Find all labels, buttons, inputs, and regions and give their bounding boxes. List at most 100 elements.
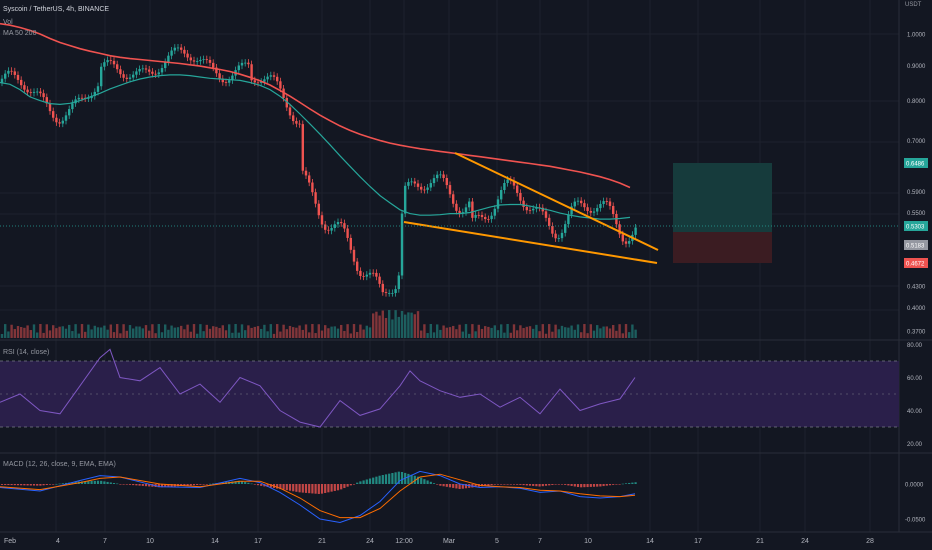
time-axis[interactable]: Feb 4 7 10 14 17 21 24 12:00 Mar 5 7 10 14 17 21 24 28 (4, 538, 874, 545)
macd-hist-bar (240, 481, 244, 484)
price-labels: 0.6486 0.5303 0.5183 0.4672 (904, 158, 928, 268)
volume-bar (311, 324, 314, 338)
volume-bar (180, 325, 183, 338)
macd-hist-bar (516, 484, 519, 485)
macd-hist-bar (212, 483, 215, 485)
volume-bar (512, 324, 516, 338)
candle-body (557, 238, 560, 239)
volume-bar (404, 314, 407, 338)
volume-bar (605, 326, 608, 338)
volume-bar (26, 325, 29, 338)
ma50-line (0, 74, 631, 220)
wedge-upper-trendline[interactable] (454, 152, 659, 251)
macd-hist-bar (208, 483, 212, 485)
wedge-lower-trendline[interactable] (403, 221, 658, 264)
volume-bar (157, 324, 160, 338)
candle-body (500, 190, 503, 200)
volume-bar (141, 328, 144, 338)
price-label-box (904, 221, 928, 231)
price-tick: 0.5900 (907, 190, 926, 196)
candle-body (68, 109, 71, 116)
candle-body (135, 71, 138, 75)
macd-hist-bar (48, 484, 52, 485)
macd-hist-bar (484, 484, 487, 486)
candle-body (573, 201, 576, 207)
volume-bar (416, 311, 420, 338)
volume-bar (29, 330, 32, 338)
macd-hist-bar (548, 484, 551, 486)
candle-body (551, 225, 554, 234)
macd-hist-bar (202, 484, 205, 485)
volume-bar (80, 324, 84, 338)
candle-body (634, 227, 637, 235)
macd-hist-bar (234, 481, 237, 484)
candle-body (58, 122, 61, 124)
macd-hist-bar (564, 484, 567, 485)
macd-hist-bar (183, 484, 186, 486)
macd-hist-bar (39, 484, 42, 486)
macd-hist-bar (461, 484, 464, 489)
macd-hist-bar (189, 484, 192, 486)
candle-body (295, 121, 298, 124)
volume-bar (343, 330, 346, 338)
candle-body (452, 194, 455, 204)
volume-bar (599, 328, 602, 338)
macd-hist-bar (266, 484, 269, 487)
stop-zone[interactable] (673, 232, 772, 263)
candle-body (301, 124, 304, 171)
macd-hist-bar (426, 480, 429, 484)
macd-hist-bar (320, 484, 324, 494)
price-label-box (904, 240, 928, 250)
candle-body (522, 200, 525, 208)
volume-bar (500, 324, 503, 338)
macd-hist-bar (164, 484, 167, 488)
volume-bar (263, 324, 266, 338)
volume-bar (538, 331, 541, 338)
signal-line (0, 473, 636, 519)
macd-hist-bar (352, 484, 356, 485)
candle-body (180, 47, 183, 50)
volume-bar (106, 329, 109, 338)
macd-hist-bar (391, 472, 394, 484)
macd-hist-bar (602, 484, 605, 487)
macd-hist-bar (557, 484, 560, 485)
volume-bar (484, 326, 487, 338)
time-tick: 17 (254, 538, 262, 545)
volume-bar (183, 329, 186, 338)
macd-hist-bar (276, 484, 279, 489)
macd-line (0, 470, 636, 524)
volume-bar (298, 325, 301, 338)
macd-hist-bar (112, 482, 116, 484)
candle-body (266, 76, 269, 80)
rsi-tick: 80.00 (907, 343, 923, 349)
volume-bar (125, 330, 128, 338)
volume-bar (84, 331, 87, 338)
price-tick: 0.4300 (907, 285, 926, 291)
macd-hist-bar (160, 484, 164, 488)
time-tick: 4 (56, 538, 60, 545)
volume-bar (365, 325, 368, 338)
macd-hist-bar (416, 476, 420, 484)
macd-tick: -0.0500 (905, 518, 926, 524)
candle-body (471, 201, 474, 218)
candle-body (292, 115, 295, 122)
candle-body (298, 123, 301, 125)
candlesticks (0, 43, 637, 297)
volume-bar (154, 333, 157, 338)
price-scale[interactable]: 1.0000 0.9000 0.8000 0.7000 0.5900 0.5500 0.43… (907, 33, 926, 336)
target-zone[interactable] (673, 163, 772, 232)
volume-bar (487, 326, 490, 338)
candle-body (36, 91, 39, 93)
candle-body (109, 60, 112, 61)
rsi-tick: 60.00 (907, 376, 923, 382)
macd-hist-bar (90, 480, 93, 484)
candle-body (61, 120, 64, 124)
volume-bar (103, 325, 106, 338)
volume-bar (496, 330, 500, 338)
candle-body (276, 76, 279, 82)
macd-hist-bar (253, 484, 256, 485)
volume-bar (116, 324, 119, 338)
candle-body (7, 70, 10, 74)
candle-body (269, 75, 272, 77)
